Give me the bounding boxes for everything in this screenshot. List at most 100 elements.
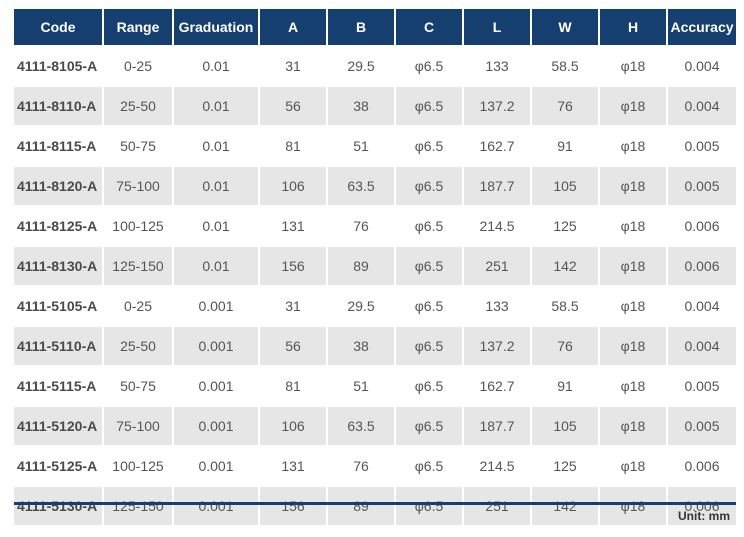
cell-graduation: 0.001 (174, 405, 258, 445)
cell-b: 76 (328, 445, 394, 485)
cell-code: 4111-8115-A (14, 125, 102, 165)
cell-code: 4111-5125-A (14, 445, 102, 485)
cell-a: 81 (260, 365, 326, 405)
cell-w: 105 (532, 165, 598, 205)
cell-c: φ6.5 (396, 285, 462, 325)
cell-l: 137.2 (464, 85, 530, 125)
cell-h: φ18 (600, 165, 666, 205)
cell-l: 214.5 (464, 445, 530, 485)
table-row: 4111-5130-A 125-150 0.001 156 89 φ6.5 251 142 φ1… (14, 485, 736, 525)
cell-w: 142 (532, 485, 598, 525)
cell-range: 100-125 (104, 205, 172, 245)
header-row: Code Range Graduation A B C L W H Accura… (14, 9, 736, 45)
cell-c: φ6.5 (396, 445, 462, 485)
cell-l: 187.7 (464, 165, 530, 205)
cell-a: 156 (260, 245, 326, 285)
cell-graduation: 0.001 (174, 325, 258, 365)
cell-b: 51 (328, 365, 394, 405)
cell-l: 251 (464, 245, 530, 285)
cell-w: 76 (532, 325, 598, 365)
cell-b: 89 (328, 245, 394, 285)
cell-range: 100-125 (104, 445, 172, 485)
cell-code: 4111-5110-A (14, 325, 102, 365)
table-row: 4111-5125-A 100-125 0.001 131 76 φ6.5 214.5 125… (14, 445, 736, 485)
cell-code: 4111-5120-A (14, 405, 102, 445)
cell-l: 137.2 (464, 325, 530, 365)
cell-a: 81 (260, 125, 326, 165)
table-row: 4111-8115-A 50-75 0.01 81 51 φ6.5 162.7 91 φ18 0.… (14, 125, 736, 165)
spec-table-container: Code Range Graduation A B C L W H Accura… (14, 9, 736, 525)
cell-a: 56 (260, 325, 326, 365)
table-row: 4111-5110-A 25-50 0.001 56 38 φ6.5 137.2 76 φ18 0… (14, 325, 736, 365)
cell-a: 131 (260, 445, 326, 485)
cell-range: 50-75 (104, 125, 172, 165)
cell-code: 4111-8130-A (14, 245, 102, 285)
cell-accuracy: 0.005 (668, 365, 736, 405)
cell-graduation: 0.001 (174, 485, 258, 525)
cell-c: φ6.5 (396, 85, 462, 125)
header-l: L (464, 9, 530, 45)
cell-l: 214.5 (464, 205, 530, 245)
table-row: 4111-8120-A 75-100 0.01 106 63.5 φ6.5 187.7 105… (14, 165, 736, 205)
cell-code: 4111-8120-A (14, 165, 102, 205)
header-h: H (600, 9, 666, 45)
cell-graduation: 0.001 (174, 445, 258, 485)
cell-graduation: 0.01 (174, 125, 258, 165)
cell-l: 187.7 (464, 405, 530, 445)
cell-h: φ18 (600, 325, 666, 365)
cell-h: φ18 (600, 125, 666, 165)
cell-b: 29.5 (328, 285, 394, 325)
table-row: 4111-5115-A 50-75 0.001 81 51 φ6.5 162.7 91 φ18 0… (14, 365, 736, 405)
cell-h: φ18 (600, 285, 666, 325)
cell-accuracy: 0.004 (668, 285, 736, 325)
cell-graduation: 0.01 (174, 245, 258, 285)
cell-range: 125-150 (104, 485, 172, 525)
cell-h: φ18 (600, 205, 666, 245)
cell-range: 50-75 (104, 365, 172, 405)
cell-b: 38 (328, 85, 394, 125)
cell-graduation: 0.01 (174, 205, 258, 245)
header-c: C (396, 9, 462, 45)
cell-w: 58.5 (532, 45, 598, 85)
cell-range: 0-25 (104, 45, 172, 85)
cell-accuracy: 0.005 (668, 165, 736, 205)
cell-code: 4111-5115-A (14, 365, 102, 405)
cell-c: φ6.5 (396, 325, 462, 365)
cell-b: 63.5 (328, 165, 394, 205)
table-row: 4111-8125-A 100-125 0.01 131 76 φ6.5 214.5 125 φ… (14, 205, 736, 245)
cell-l: 162.7 (464, 125, 530, 165)
cell-b: 29.5 (328, 45, 394, 85)
cell-range: 0-25 (104, 285, 172, 325)
cell-c: φ6.5 (396, 165, 462, 205)
cell-graduation: 0.01 (174, 165, 258, 205)
cell-accuracy: 0.006 (668, 445, 736, 485)
cell-code: 4111-5130-A (14, 485, 102, 525)
cell-graduation: 0.01 (174, 45, 258, 85)
cell-accuracy: 0.004 (668, 325, 736, 365)
cell-accuracy: 0.005 (668, 125, 736, 165)
cell-c: φ6.5 (396, 205, 462, 245)
header-code: Code (14, 9, 102, 45)
cell-h: φ18 (600, 365, 666, 405)
cell-c: φ6.5 (396, 405, 462, 445)
cell-l: 162.7 (464, 365, 530, 405)
cell-b: 89 (328, 485, 394, 525)
table-row: 4111-5105-A 0-25 0.001 31 29.5 φ6.5 133 58.5 φ18… (14, 285, 736, 325)
cell-h: φ18 (600, 405, 666, 445)
cell-a: 131 (260, 205, 326, 245)
cell-b: 63.5 (328, 405, 394, 445)
cell-h: φ18 (600, 445, 666, 485)
cell-code: 4111-8105-A (14, 45, 102, 85)
cell-c: φ6.5 (396, 125, 462, 165)
cell-a: 31 (260, 45, 326, 85)
cell-c: φ6.5 (396, 245, 462, 285)
cell-a: 106 (260, 165, 326, 205)
cell-code: 4111-8125-A (14, 205, 102, 245)
cell-w: 91 (532, 365, 598, 405)
cell-accuracy: 0.006 (668, 245, 736, 285)
cell-l: 133 (464, 45, 530, 85)
cell-a: 31 (260, 285, 326, 325)
cell-l: 251 (464, 485, 530, 525)
header-b: B (328, 9, 394, 45)
cell-w: 142 (532, 245, 598, 285)
